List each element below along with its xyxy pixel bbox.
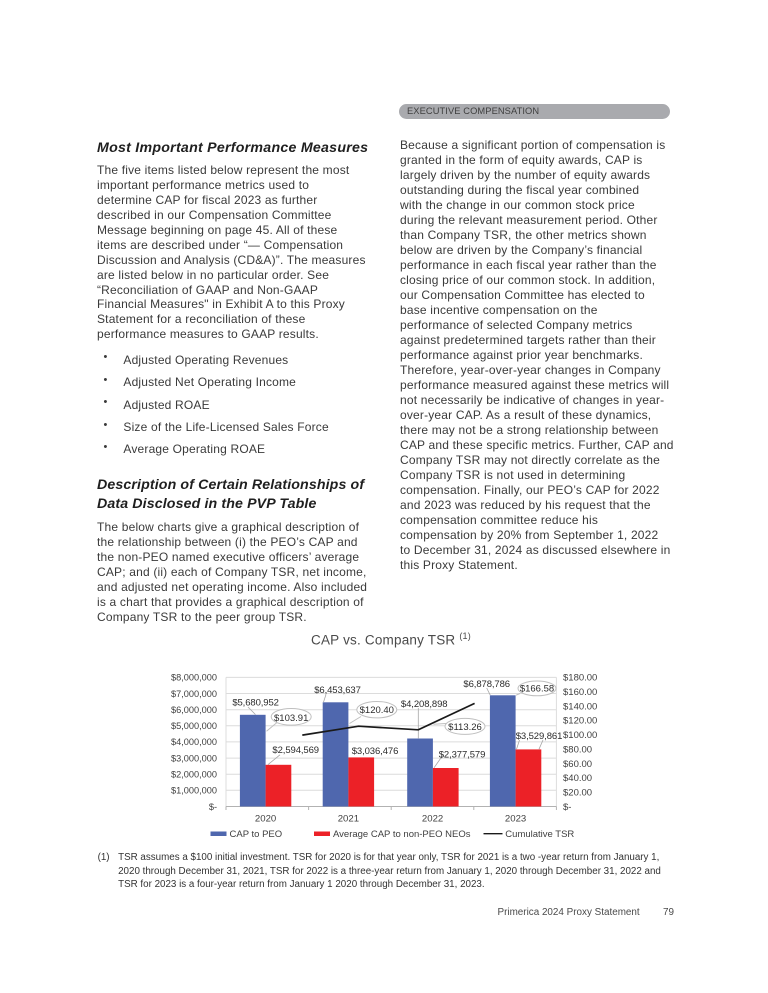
svg-text:$-: $- <box>209 802 217 812</box>
svg-text:$100.00: $100.00 <box>563 730 597 741</box>
svg-text:$4,208,898: $4,208,898 <box>401 699 448 710</box>
svg-text:$3,529,861: $3,529,861 <box>516 731 563 742</box>
svg-text:$120.00: $120.00 <box>563 716 597 727</box>
svg-text:2023: 2023 <box>505 813 526 824</box>
svg-text:Cumulative TSR: Cumulative TSR <box>505 829 574 840</box>
svg-text:$140.00: $140.00 <box>563 701 597 712</box>
svg-text:$2,000,000: $2,000,000 <box>171 770 217 780</box>
svg-text:2020: 2020 <box>255 813 276 824</box>
svg-text:$120.40: $120.40 <box>360 705 394 716</box>
svg-text:$6,878,786: $6,878,786 <box>463 679 510 690</box>
svg-text:$4,000,000: $4,000,000 <box>171 737 217 747</box>
svg-text:$80.00: $80.00 <box>563 744 592 755</box>
svg-text:$-: $- <box>563 802 571 813</box>
svg-text:CAP to PEO: CAP to PEO <box>230 829 283 840</box>
svg-text:$166.58: $166.58 <box>520 684 554 695</box>
svg-text:$160.00: $160.00 <box>563 687 597 698</box>
svg-text:$8,000,000: $8,000,000 <box>171 673 217 683</box>
svg-text:2022: 2022 <box>422 813 443 824</box>
svg-text:$113.26: $113.26 <box>448 722 482 733</box>
svg-text:$1,000,000: $1,000,000 <box>171 786 217 796</box>
svg-text:$103.91: $103.91 <box>274 713 308 724</box>
svg-text:$60.00: $60.00 <box>563 759 592 770</box>
svg-text:$40.00: $40.00 <box>563 773 592 784</box>
svg-text:$2,377,579: $2,377,579 <box>439 749 486 760</box>
svg-text:$6,453,637: $6,453,637 <box>314 685 361 696</box>
svg-text:$20.00: $20.00 <box>563 788 592 799</box>
svg-text:Average CAP to non-PEO NEOs: Average CAP to non-PEO NEOs <box>333 829 471 840</box>
svg-text:$3,036,476: $3,036,476 <box>352 746 399 757</box>
svg-text:$5,000,000: $5,000,000 <box>171 721 217 731</box>
svg-text:$6,000,000: $6,000,000 <box>171 705 217 715</box>
svg-text:2021: 2021 <box>338 813 359 824</box>
svg-text:$180.00: $180.00 <box>563 673 597 684</box>
svg-text:$5,680,952: $5,680,952 <box>232 697 279 708</box>
svg-text:$3,000,000: $3,000,000 <box>171 753 217 763</box>
svg-text:$2,594,569: $2,594,569 <box>272 745 319 756</box>
svg-text:$7,000,000: $7,000,000 <box>171 689 217 699</box>
